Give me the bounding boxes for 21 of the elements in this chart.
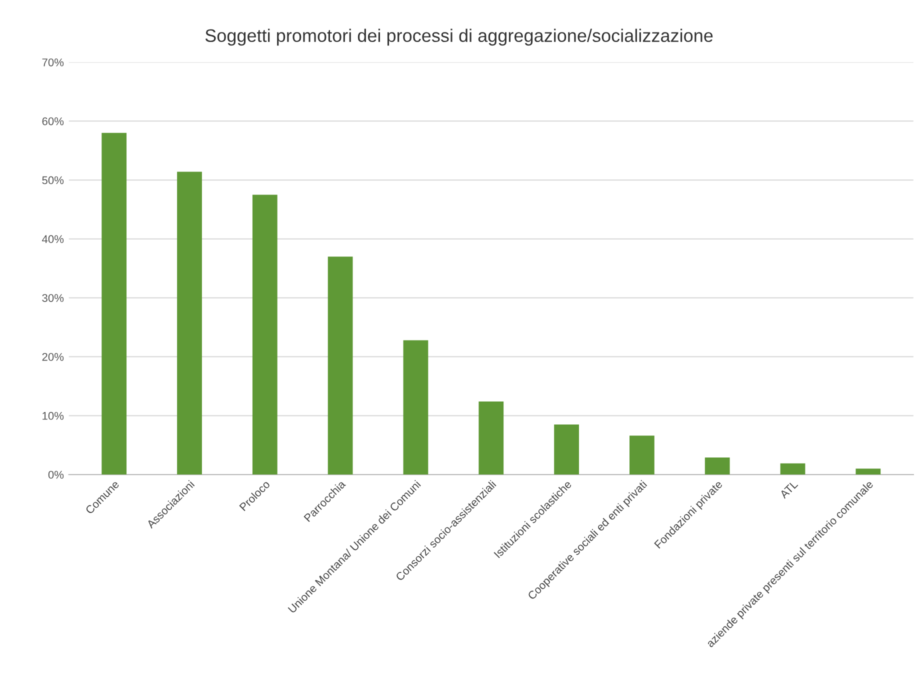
bar (478, 402, 504, 475)
y-tick-label: 10% (42, 412, 64, 420)
y-tick-label: 30% (42, 294, 64, 302)
bar (102, 132, 127, 475)
chart-title: Soggetti promotori dei processi di aggregazione/socializzazione (205, 28, 713, 46)
y-tick-label: 0% (48, 470, 64, 479)
bar (403, 340, 428, 475)
bar (780, 463, 806, 475)
bar (630, 436, 654, 475)
x-tick-label: ATL (779, 480, 798, 499)
bar (328, 256, 353, 475)
y-tick-label: 40% (42, 235, 64, 244)
bar (177, 172, 202, 475)
bar (554, 424, 579, 475)
bar (856, 468, 881, 475)
bar (704, 457, 730, 475)
bar (252, 194, 278, 475)
y-tick-label: 70% (42, 58, 64, 66)
y-tick-label: 50% (42, 176, 64, 184)
y-tick-label: 20% (42, 353, 64, 361)
y-tick-label: 60% (42, 117, 64, 126)
